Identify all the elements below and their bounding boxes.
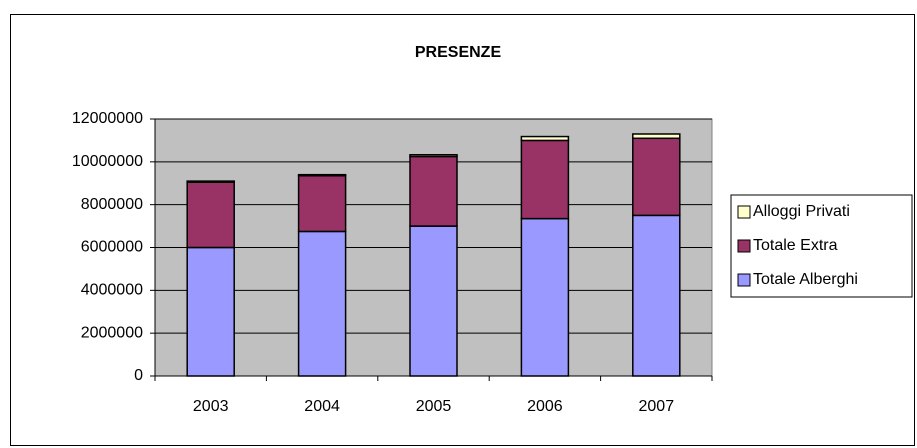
bar-segment [409,155,458,227]
bar-segment [186,181,235,249]
bar-segment [632,214,681,377]
bar-segment [297,230,347,377]
x-tick-label: 2006 [527,398,563,415]
x-tick-label: 2004 [304,398,340,415]
bar-segment [520,139,570,220]
legend-swatch [737,239,751,253]
legend-swatch [737,273,751,287]
y-tick-label: 0 [134,367,143,384]
bar-segment [632,133,681,140]
bar-segment [632,137,681,217]
legend-label: Alloggi Privati [753,203,850,220]
bar-segment [297,173,347,177]
bar-segment [409,225,458,377]
legend-label: Totale Alberghi [753,271,858,288]
y-tick-label: 6000000 [81,239,143,256]
x-tick-label: 2005 [416,398,452,415]
bar-segment [520,217,570,377]
legend-swatch [737,205,751,219]
y-tick-label: 8000000 [81,196,143,213]
y-tick-label: 4000000 [81,282,143,299]
x-tick-label: 2003 [193,398,229,415]
bar-segment [297,175,347,233]
legend-box [730,194,913,298]
legend-label: Totale Extra [753,237,838,254]
bar-segment [186,246,235,377]
bar-segment [186,180,235,183]
y-tick-label: 12000000 [72,110,143,127]
y-tick-label: 2000000 [81,324,143,341]
x-tick-label: 2007 [639,398,675,415]
bar-segment [409,154,458,158]
y-tick-label: 10000000 [72,153,143,170]
bar-segment [520,135,570,142]
chart-title: PRESENZE [415,44,502,61]
